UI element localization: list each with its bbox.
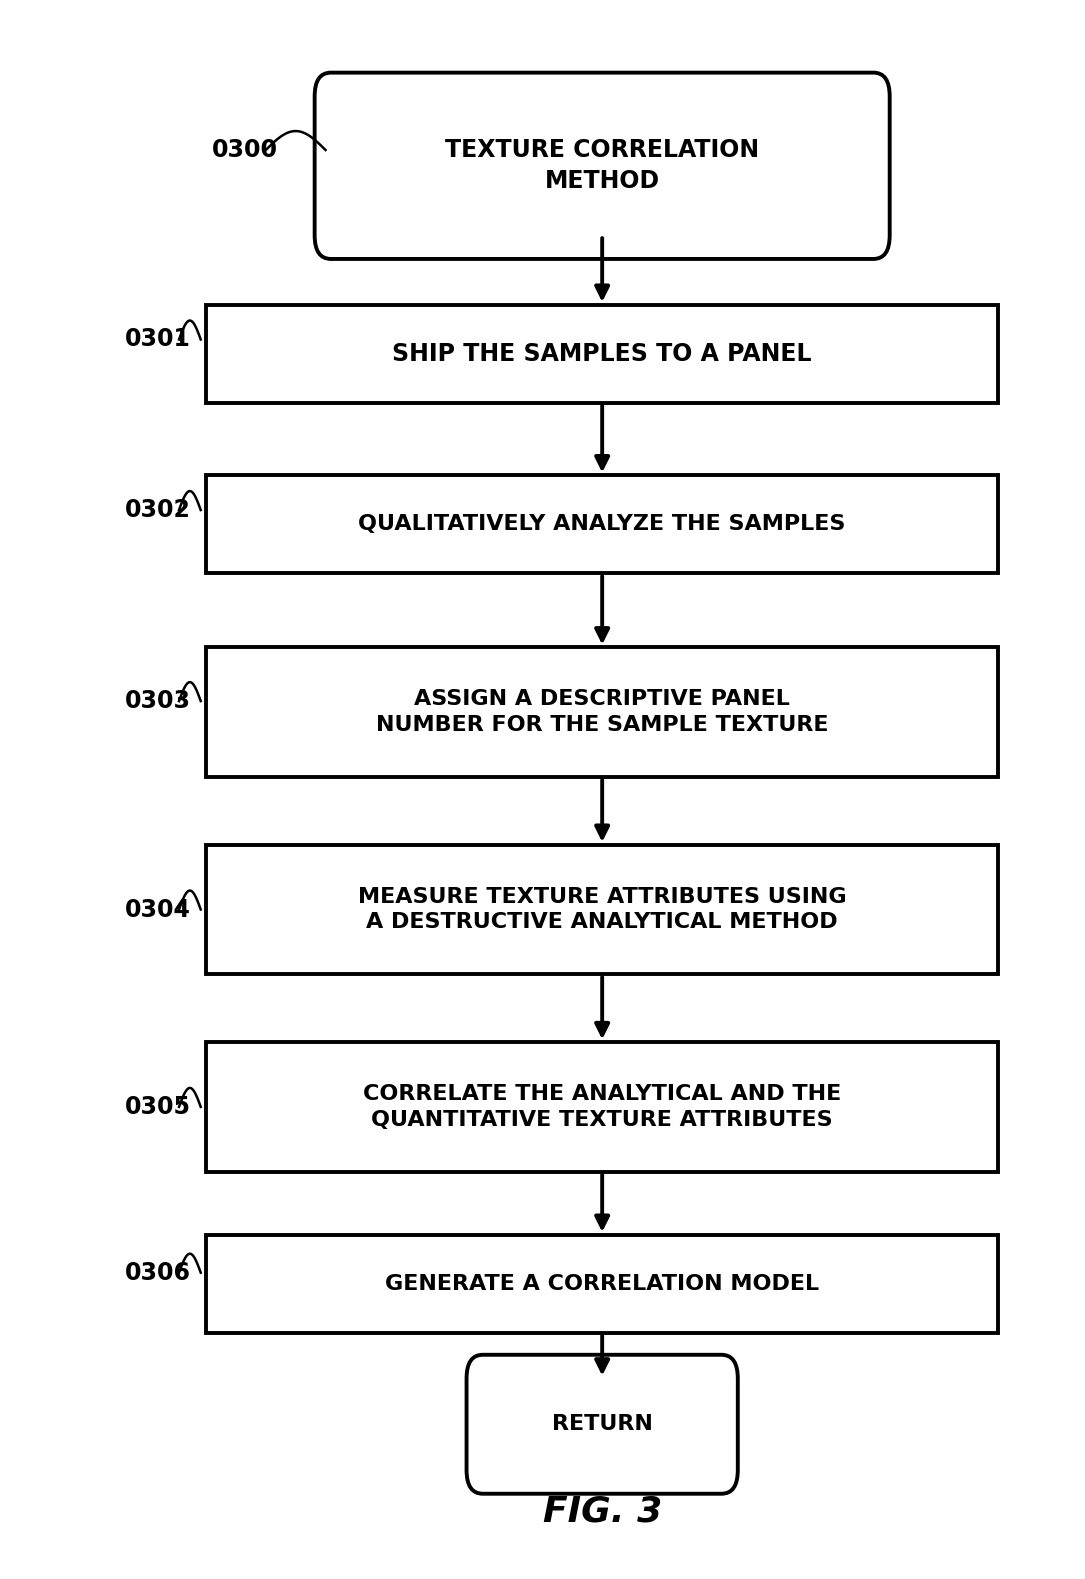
Text: CORRELATE THE ANALYTICAL AND THE
QUANTITATIVE TEXTURE ATTRIBUTES: CORRELATE THE ANALYTICAL AND THE QUANTIT… bbox=[363, 1085, 841, 1129]
Bar bbox=[206, 845, 998, 974]
Text: 0301: 0301 bbox=[125, 327, 191, 352]
Text: RETURN: RETURN bbox=[552, 1415, 652, 1434]
FancyBboxPatch shape bbox=[315, 73, 890, 259]
Text: TEXTURE CORRELATION
METHOD: TEXTURE CORRELATION METHOD bbox=[445, 139, 760, 193]
Text: ASSIGN A DESCRIPTIVE PANEL
NUMBER FOR THE SAMPLE TEXTURE: ASSIGN A DESCRIPTIVE PANEL NUMBER FOR TH… bbox=[375, 690, 829, 734]
Bar bbox=[206, 475, 998, 573]
Bar bbox=[206, 1235, 998, 1333]
FancyBboxPatch shape bbox=[467, 1355, 738, 1494]
Text: 0304: 0304 bbox=[125, 897, 191, 922]
Bar bbox=[206, 305, 998, 403]
Text: 0305: 0305 bbox=[125, 1094, 191, 1120]
Bar bbox=[206, 1042, 998, 1172]
Text: MEASURE TEXTURE ATTRIBUTES USING
A DESTRUCTIVE ANALYTICAL METHOD: MEASURE TEXTURE ATTRIBUTES USING A DESTR… bbox=[358, 887, 846, 932]
Text: SHIP THE SAMPLES TO A PANEL: SHIP THE SAMPLES TO A PANEL bbox=[393, 341, 812, 366]
Text: GENERATE A CORRELATION MODEL: GENERATE A CORRELATION MODEL bbox=[385, 1274, 819, 1293]
Text: 0303: 0303 bbox=[125, 688, 191, 714]
Bar bbox=[206, 647, 998, 777]
Text: 0300: 0300 bbox=[212, 137, 278, 163]
Text: QUALITATIVELY ANALYZE THE SAMPLES: QUALITATIVELY ANALYZE THE SAMPLES bbox=[358, 515, 846, 534]
Text: 0302: 0302 bbox=[125, 497, 191, 523]
Text: FIG. 3: FIG. 3 bbox=[542, 1494, 662, 1528]
Text: 0306: 0306 bbox=[125, 1260, 191, 1285]
